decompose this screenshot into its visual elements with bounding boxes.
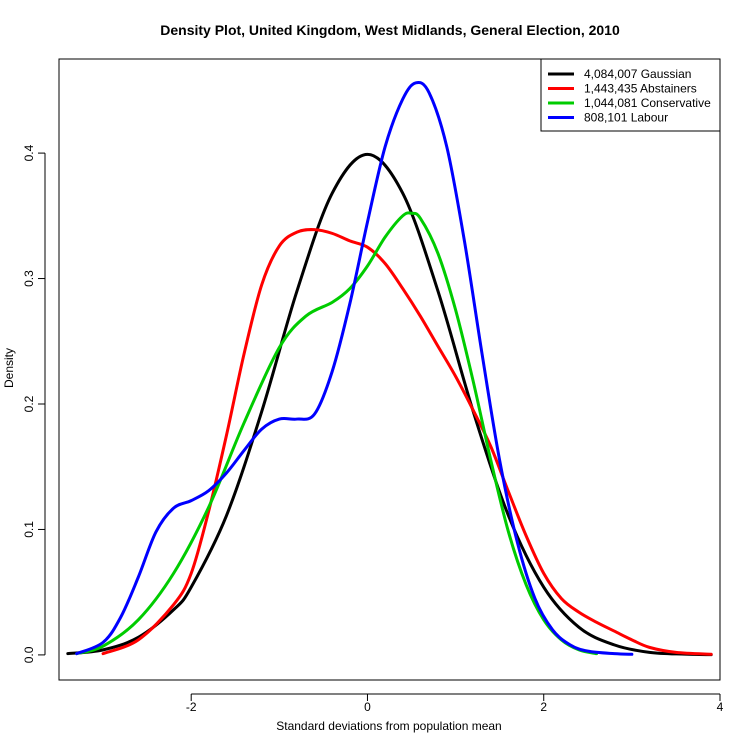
series-line-labour [75, 80, 634, 656]
axes: -2 0 2 4 0.0 0.1 0.2 0.3 0.4 [22, 144, 724, 713]
y-tick-label: 0.1 [22, 521, 36, 538]
y-tick-label: 0.4 [22, 144, 36, 161]
series-line-abstainers [101, 228, 713, 656]
legend-label: 4,084,007 Gaussian [584, 67, 691, 81]
x-tick-label: 4 [717, 700, 724, 714]
y-tick-label: 0.3 [22, 270, 36, 287]
x-tick-label: 0 [364, 700, 371, 714]
legend-label: 1,443,435 Abstainers [584, 82, 697, 96]
x-tick-label: -2 [186, 700, 197, 714]
x-tick-label: 2 [540, 700, 547, 714]
legend-label: 808,101 Labour [584, 111, 668, 125]
y-tick-label: 0.2 [22, 395, 36, 412]
y-tick-label: 0.0 [22, 646, 36, 663]
y-axis-label: Density [2, 348, 16, 388]
series-line-conservative [75, 211, 599, 656]
series-line-gaussian [66, 152, 713, 657]
legend-label: 1,044,081 Conservative [584, 96, 711, 110]
x-axis-label: Standard deviations from population mean [276, 719, 501, 733]
series-layer [66, 80, 713, 657]
plot-frame [58, 58, 721, 681]
chart-title: Density Plot, United Kingdom, West Midla… [160, 22, 620, 38]
